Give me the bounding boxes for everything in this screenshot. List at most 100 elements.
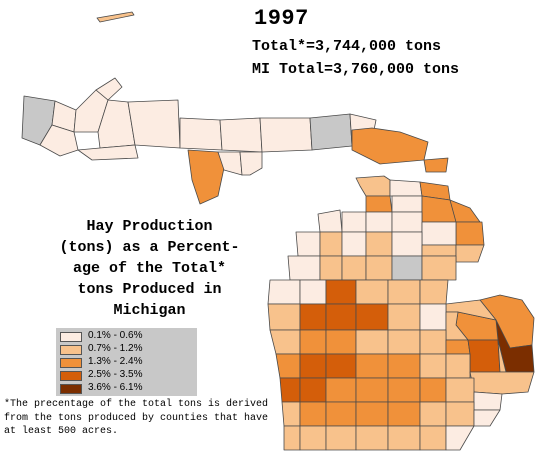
county-region [341,255,367,281]
county-region [387,401,421,427]
county-region [275,353,301,379]
county-region [325,279,357,305]
county-region [419,353,447,379]
county-region [355,303,389,331]
legend-swatch [60,332,82,342]
county-region [96,11,135,23]
county-region [419,377,447,403]
county-region [387,329,421,355]
county-region [325,377,357,403]
county-region [325,329,357,355]
county-region [445,425,475,451]
county-region [179,117,223,151]
county-region [445,377,475,403]
county-region [299,303,327,331]
county-region [423,157,449,173]
county-region [445,353,471,379]
legend-swatch [60,358,82,368]
legend-swatch [60,371,82,381]
county-region [325,303,357,331]
county-region [279,377,301,403]
county-region [341,231,367,257]
county-region [355,377,389,403]
county-region [239,151,263,176]
county-region [421,255,457,281]
county-region [77,144,139,161]
county-region [355,401,389,427]
footnote: *The precentage of the total tons is der… [4,399,269,437]
county-region [365,211,393,233]
county-layer [21,11,535,451]
county-region [281,401,301,427]
county-region [421,244,457,257]
map-year: 1997 [254,6,309,31]
county-region [419,425,447,451]
county-region [309,113,353,151]
county-region [259,117,313,153]
county-region [325,353,357,379]
county-region [365,231,393,257]
county-region [355,425,389,451]
county-region [325,401,357,427]
county-region [445,339,471,355]
county-region [387,353,421,379]
county-region [319,231,343,257]
county-region [387,377,421,403]
county-region [351,127,429,165]
county-region [355,279,389,305]
county-region [473,391,503,411]
county-region [387,279,421,305]
county-region [389,179,423,197]
county-region [127,99,181,149]
county-region [299,377,327,403]
county-region [365,195,393,213]
legend-swatch [60,384,82,394]
county-region [387,303,421,331]
county-region [319,255,343,281]
county-region [387,425,421,451]
county-region [283,425,301,451]
county-region [325,425,357,451]
county-region [295,231,321,257]
title-line: age of the Total* [72,260,227,277]
county-region [355,353,389,379]
county-region [421,195,457,223]
county-region [391,231,423,257]
county-region [269,329,301,355]
county-region [355,175,391,197]
title-line: Hay Production [86,218,213,235]
title-line: (tons) as a Percent- [59,239,240,256]
county-region [469,371,535,395]
county-region [455,244,485,263]
legend-label: 3.6% - 6.1% [88,382,143,393]
county-region [419,401,447,427]
county-region [365,255,393,281]
county-region [39,124,79,157]
county-region [445,401,475,427]
county-region [473,409,501,427]
legend-swatch [60,345,82,355]
title-line: tons Produced in [77,281,222,298]
county-region [355,329,389,355]
county-region [299,329,327,355]
legend: 0.1% - 0.6% 0.7% - 1.2% 1.3% - 2.4% 2.5%… [56,328,197,396]
county-region [467,339,501,373]
county-region [419,303,447,331]
county-region [341,211,367,233]
total-tons: Total*=3,744,000 tons [252,38,442,55]
county-region [187,149,225,205]
county-region [419,329,447,355]
title-line: Michigan [113,302,186,319]
county-region [299,353,327,379]
county-region [455,221,485,246]
county-region [299,279,327,305]
county-region [421,221,457,246]
county-region [95,77,123,101]
county-region [299,425,327,451]
county-region [391,255,423,281]
mi-total-tons: MI Total=3,760,000 tons [252,61,460,78]
county-region [419,279,449,305]
county-region [219,117,263,153]
map-title: Hay Production (tons) as a Percent- age … [12,216,287,321]
